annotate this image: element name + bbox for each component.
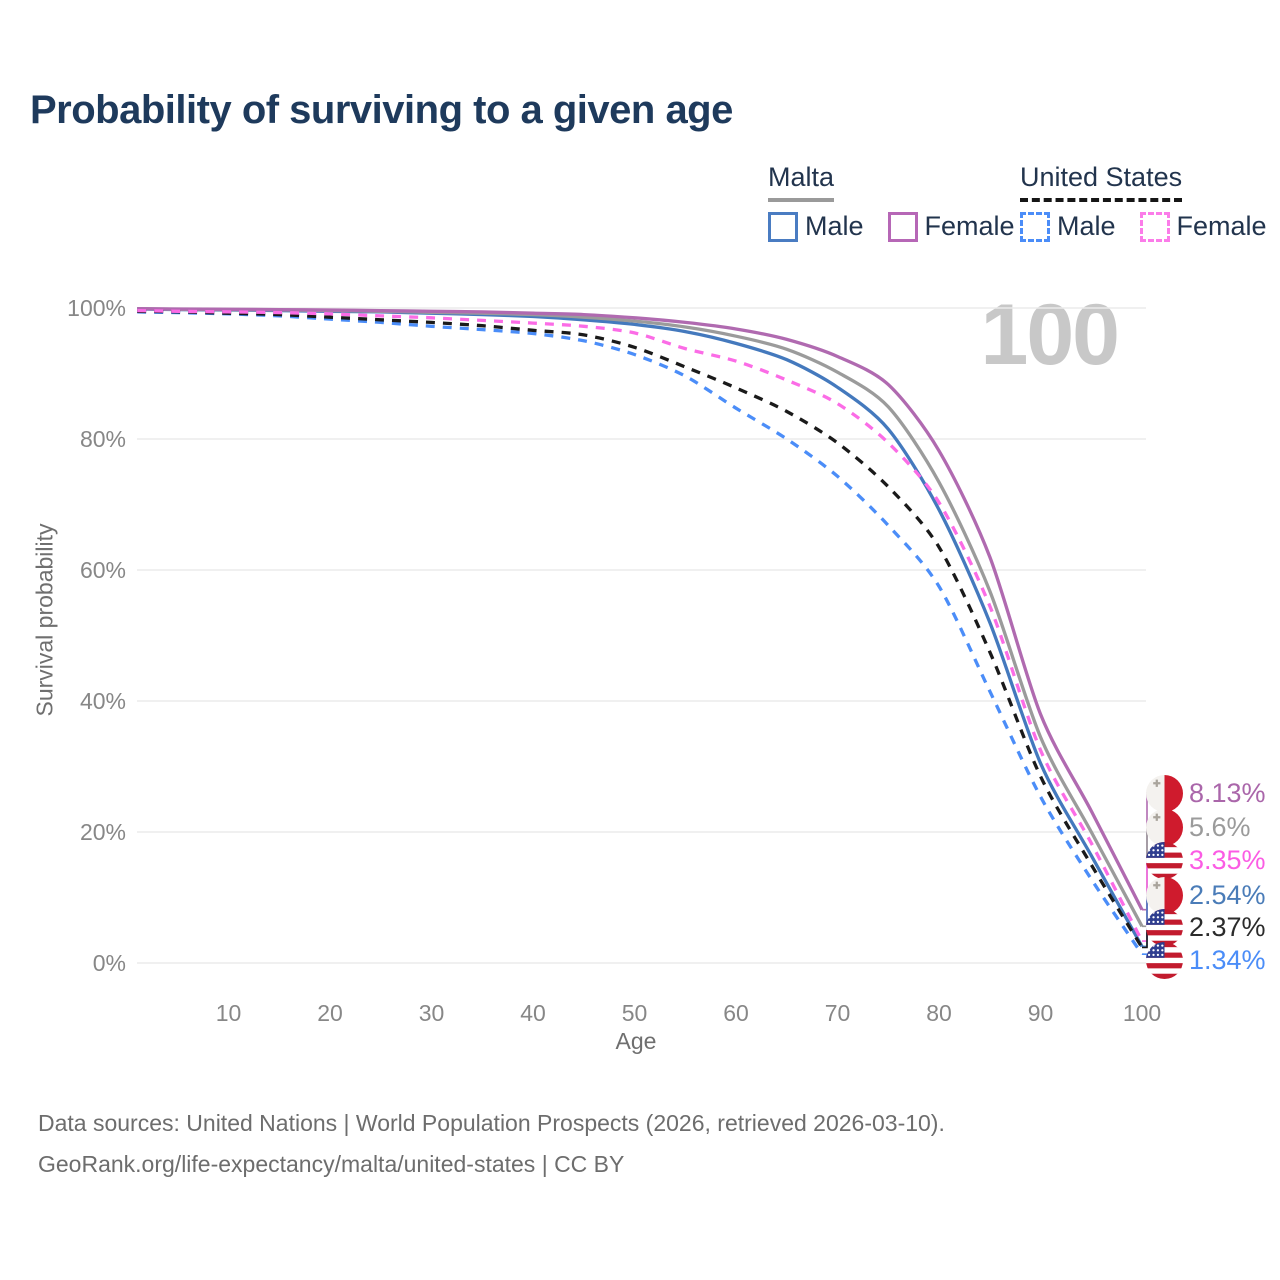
y-axis-title: Survival probability bbox=[31, 523, 58, 717]
y-tick-label: 0% bbox=[93, 950, 126, 976]
footer: Data sources: United Nations | World Pop… bbox=[38, 1103, 945, 1185]
series-line-malta-male[interactable] bbox=[137, 307, 1144, 948]
legend-item-us-male[interactable]: Male bbox=[1020, 211, 1116, 242]
x-tick-label: 20 bbox=[317, 1000, 343, 1026]
end-label-row-us-all: 2.37% bbox=[1146, 908, 1266, 946]
series-line-malta-female[interactable] bbox=[137, 307, 1144, 911]
series-line-us-male[interactable] bbox=[137, 310, 1144, 956]
series-line-us-female[interactable] bbox=[137, 308, 1144, 942]
y-tick-label: 20% bbox=[80, 819, 126, 845]
x-tick-label: 30 bbox=[419, 1000, 445, 1026]
end-label-row-malta-male: 2.54% bbox=[1146, 876, 1266, 914]
x-tick-label: 80 bbox=[926, 1000, 952, 1026]
end-label-row-malta-all: 5.6% bbox=[1146, 808, 1251, 846]
flag-icon-malta bbox=[1146, 808, 1183, 846]
footer-source-line: Data sources: United Nations | World Pop… bbox=[38, 1110, 945, 1136]
age-watermark: 100 bbox=[980, 287, 1120, 383]
end-label-value: 8.13% bbox=[1189, 778, 1266, 808]
x-tick-label: 90 bbox=[1028, 1000, 1054, 1026]
legend-item-label: Male bbox=[805, 211, 864, 241]
flag-icon-malta bbox=[1146, 774, 1183, 812]
series-line-us-all[interactable] bbox=[137, 309, 1144, 949]
x-axis-title: Age bbox=[615, 1028, 657, 1054]
end-label-value: 2.54% bbox=[1189, 880, 1266, 910]
legend-items-malta: Male Female bbox=[768, 211, 1015, 242]
legend-item-us-female[interactable]: Female bbox=[1139, 211, 1267, 242]
y-tick-label: 80% bbox=[80, 426, 126, 452]
end-label-value: 2.37% bbox=[1189, 912, 1266, 942]
x-tick-label: 100 bbox=[1123, 1000, 1161, 1026]
legend-swatch[interactable] bbox=[1139, 211, 1170, 242]
legend-swatch[interactable] bbox=[887, 211, 918, 242]
y-tick-label: 60% bbox=[80, 557, 126, 583]
legend-group-united-states: United States Male Female bbox=[1020, 162, 1267, 242]
legend-group-label-united-states[interactable]: United States bbox=[1020, 162, 1183, 202]
legend-item-malta-female[interactable]: Female bbox=[887, 211, 1015, 242]
series-line-malta-all[interactable] bbox=[137, 307, 1144, 928]
legend-item-label: Female bbox=[924, 211, 1015, 241]
x-tick-label: 60 bbox=[723, 1000, 749, 1026]
flag-icon-us bbox=[1146, 841, 1183, 879]
end-label-value: 3.35% bbox=[1189, 845, 1266, 875]
end-label-row-us-male: 1.34% bbox=[1146, 941, 1266, 979]
x-tick-label: 50 bbox=[622, 1000, 648, 1026]
legend-group-label-malta[interactable]: Malta bbox=[768, 162, 835, 202]
legend-item-malta-male[interactable]: Male bbox=[768, 211, 864, 242]
end-label-row-malta-female: 8.13% bbox=[1146, 774, 1266, 812]
end-label-value: 1.34% bbox=[1189, 945, 1266, 975]
end-label-value: 5.6% bbox=[1189, 812, 1251, 842]
legend-swatch[interactable] bbox=[768, 211, 798, 242]
legend-group-malta: Malta Male Female bbox=[768, 162, 1015, 242]
page-title: Probability of surviving to a given age bbox=[30, 88, 733, 132]
legend-items-united-states: Male Female bbox=[1020, 211, 1267, 242]
x-tick-label: 10 bbox=[216, 1000, 242, 1026]
flag-icon-us bbox=[1146, 941, 1183, 979]
x-tick-label: 70 bbox=[825, 1000, 851, 1026]
y-tick-label: 40% bbox=[80, 688, 126, 714]
flag-icon-malta bbox=[1146, 876, 1183, 914]
end-label-row-us-female: 3.35% bbox=[1146, 841, 1266, 879]
footer-link-line: GeoRank.org/life-expectancy/malta/united… bbox=[38, 1151, 625, 1177]
legend-item-label: Female bbox=[1176, 211, 1267, 241]
x-tick-label: 40 bbox=[520, 1000, 546, 1026]
legend-item-label: Male bbox=[1057, 211, 1116, 241]
flag-icon-us bbox=[1146, 908, 1183, 946]
y-tick-label: 100% bbox=[67, 295, 126, 321]
legend-swatch[interactable] bbox=[1020, 211, 1050, 242]
